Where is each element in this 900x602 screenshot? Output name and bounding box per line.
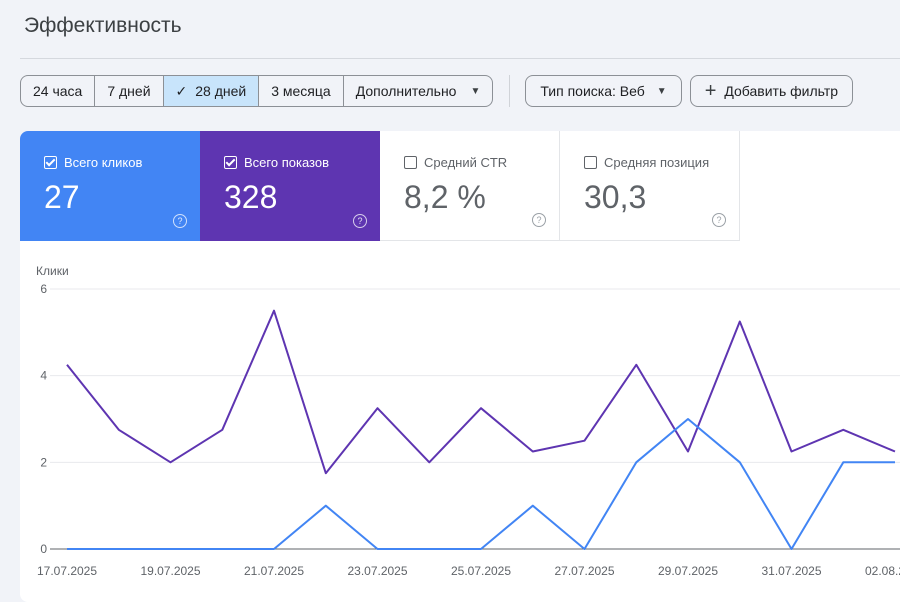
- metric-label: Всего кликов: [64, 155, 143, 170]
- search-type-label: Тип поиска: Веб: [540, 83, 645, 99]
- y-tick-label: 2: [40, 455, 47, 469]
- range-7d-button[interactable]: 7 дней: [95, 76, 164, 106]
- title-divider: [20, 58, 900, 59]
- y-tick-label: 4: [40, 369, 47, 383]
- metric-card-clicks[interactable]: Всего кликов 27 ?: [20, 131, 200, 241]
- metric-card-position[interactable]: Средняя позиция 30,3 ?: [560, 131, 740, 241]
- x-tick-label: 21.07.2025: [244, 564, 304, 578]
- metric-value: 8,2 %: [404, 179, 486, 215]
- metric-card-impressions[interactable]: Всего показов 328 ?: [200, 131, 380, 241]
- checkbox-unchecked-icon[interactable]: [404, 156, 417, 169]
- x-tick-label: 17.07.2025: [37, 564, 97, 578]
- y-tick-label: 6: [40, 282, 47, 296]
- x-tick-label: 31.07.2025: [761, 564, 821, 578]
- plus-icon: +: [704, 80, 717, 102]
- x-tick-label: 23.07.2025: [347, 564, 407, 578]
- range-28d-button[interactable]: ✓ 28 дней: [163, 76, 260, 106]
- y-axis-label: Клики: [36, 264, 69, 278]
- range-label: 3 месяца: [271, 83, 331, 99]
- metric-label: Всего показов: [244, 155, 329, 170]
- metric-value: 30,3: [584, 179, 647, 215]
- performance-chart: Клики 0 2 4 6 17.07.2025 19.07.2025 21.07.2025 2…: [36, 264, 900, 578]
- toolbar-divider: [509, 75, 511, 107]
- metric-cards: Всего кликов 27 ? Всего показов 328 ? Ср…: [20, 131, 740, 241]
- x-tick-label: 29.07.2025: [658, 564, 718, 578]
- metric-toggle: Всего показов: [224, 155, 329, 170]
- x-tick-label: 25.07.2025: [451, 564, 511, 578]
- range-label: 7 дней: [107, 83, 151, 99]
- help-icon[interactable]: ?: [712, 213, 726, 227]
- caret-down-icon: ▼: [656, 85, 667, 97]
- add-filter-button[interactable]: + Добавить фильтр: [689, 75, 854, 107]
- page-title: Эффективность: [24, 14, 182, 37]
- metric-value: 328: [224, 179, 278, 215]
- x-tick-label: 27.07.2025: [554, 564, 614, 578]
- metric-toggle: Средний CTR: [404, 155, 507, 170]
- metric-toggle: Всего кликов: [44, 155, 142, 170]
- search-type-dropdown[interactable]: Тип поиска: Веб ▼: [525, 75, 682, 107]
- check-icon: ✓: [175, 82, 188, 99]
- metric-label: Средняя позиция: [604, 155, 710, 170]
- metric-value: 27: [44, 179, 80, 215]
- range-label: 24 часа: [33, 83, 83, 99]
- series-line: [67, 418, 895, 550]
- metric-label: Средний CTR: [424, 155, 508, 170]
- metric-card-ctr[interactable]: Средний CTR 8,2 % ?: [380, 131, 560, 241]
- performance-panel: Клики 0 2 4 6 17.07.2025 19.07.2025 21.07.2025 2…: [20, 131, 900, 602]
- metric-toggle: Средняя позиция: [584, 155, 709, 170]
- help-icon[interactable]: ?: [532, 213, 546, 227]
- help-icon[interactable]: ?: [353, 214, 367, 228]
- y-tick-label: 0: [40, 542, 47, 556]
- range-label: 28 дней: [195, 83, 247, 99]
- help-icon[interactable]: ?: [173, 214, 187, 228]
- caret-down-icon: ▼: [470, 85, 481, 97]
- range-label: Дополнительно: [355, 83, 457, 99]
- checkbox-checked-icon[interactable]: [224, 156, 237, 169]
- range-3m-button[interactable]: 3 месяца: [259, 76, 344, 106]
- checkbox-unchecked-icon[interactable]: [584, 156, 597, 169]
- range-more-dropdown[interactable]: Дополнительно ▼: [344, 76, 493, 106]
- checkbox-checked-icon[interactable]: [44, 156, 57, 169]
- range-24h-button[interactable]: 24 часа: [21, 76, 96, 106]
- series-line: [66, 309, 896, 475]
- x-tick-label: 02.08.2025: [865, 564, 900, 578]
- toolbar: 24 часа 7 дней ✓ 28 дней 3 месяца Дополни…: [20, 75, 861, 107]
- date-range-selector: 24 часа 7 дней ✓ 28 дней 3 месяца Дополни…: [20, 75, 494, 107]
- add-filter-label: Добавить фильтр: [724, 83, 839, 99]
- x-tick-label: 19.07.2025: [140, 564, 200, 578]
